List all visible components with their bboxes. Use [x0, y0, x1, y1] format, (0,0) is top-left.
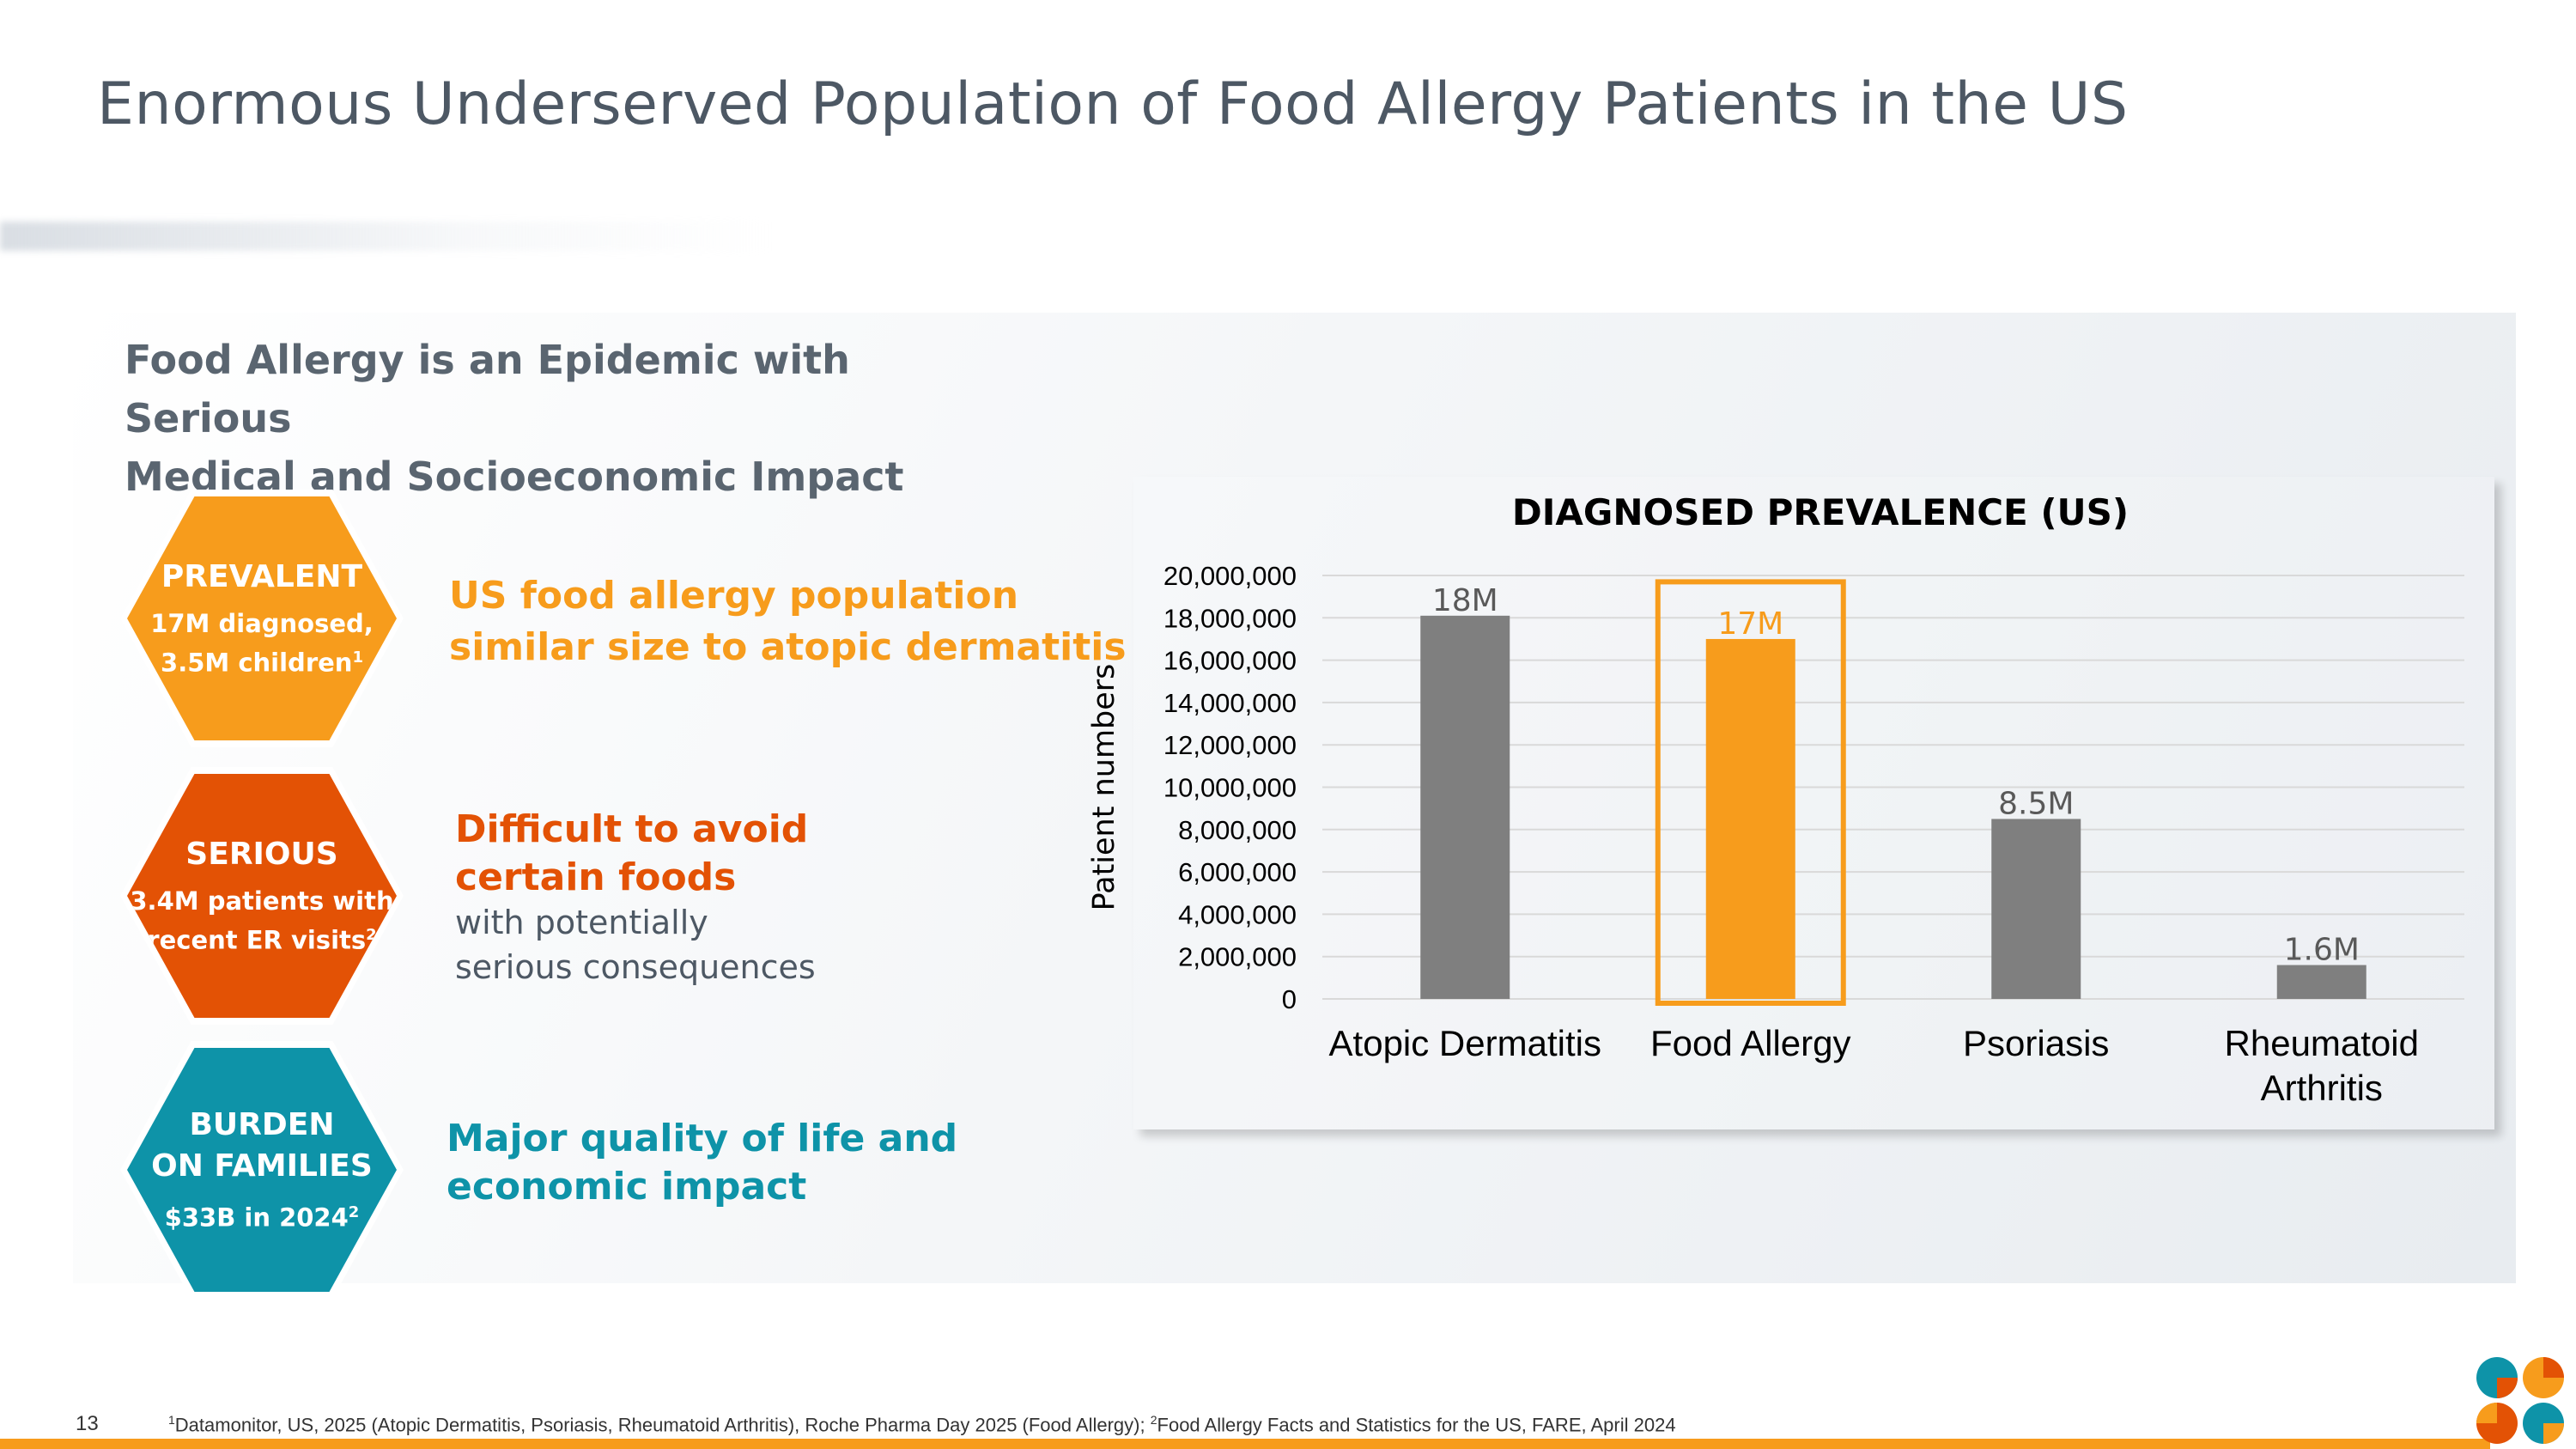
footnote-ref-2b: 2	[348, 1203, 360, 1222]
y-tick-label: 18,000,000	[1163, 603, 1297, 633]
burden-desc-line-1: Major quality of life and	[447, 1117, 958, 1160]
footnote-text-1: Datamonitor, US, 2025 (Atopic Dermatitis…	[174, 1414, 1151, 1436]
burden-title-line-1: BURDEN	[189, 1107, 335, 1143]
serious-stat-text: recent ER visits	[147, 925, 367, 955]
serious-stat-line-1: 3.4M patients with	[130, 886, 394, 916]
serious-desc-line-1: Difficult to avoid	[455, 807, 809, 851]
x-category-label: Psoriasis	[1963, 1023, 2109, 1063]
prevalent-stat-text: 3.5M children	[161, 648, 353, 678]
chart-container	[1133, 477, 2494, 1129]
logo-circle-bottom-right-accent	[2543, 1423, 2564, 1444]
company-logo	[2476, 1357, 2564, 1444]
serious-description: Difficult to avoid certain foods	[455, 806, 808, 902]
data-label: 18M	[1432, 583, 1498, 618]
prevalence-bar-chart: 0 2,000,000 4,000,000 6,000,000 8,000,000 10,…	[1087, 561, 2464, 1108]
burden-stat: $33B in 20242	[165, 1196, 360, 1235]
burden-hexagon-fill: BURDEN ON FAMILIES $33B in 20242	[127, 1048, 397, 1292]
serious-stat: 3.4M patients with recent ER visits2	[130, 884, 393, 958]
bar-rheumatoid-arthritis	[2276, 965, 2366, 999]
y-tick-label: 20,000,000	[1163, 561, 1297, 591]
serious-title: SERIOUS	[185, 837, 338, 873]
content-panel	[73, 313, 2516, 1283]
data-label: 1.6M	[2284, 933, 2360, 968]
highlight-box	[1655, 579, 1846, 1007]
burden-hexagon: BURDEN ON FAMILIES $33B in 20242	[120, 1041, 404, 1299]
y-tick-label: 0	[1282, 984, 1297, 1014]
data-label: 8.5M	[1998, 786, 2074, 821]
serious-stat-line-2: recent ER visits2	[130, 918, 393, 958]
burden-stat-text: $33B in 2024	[164, 1202, 349, 1233]
y-tick-label: 10,000,000	[1163, 773, 1297, 803]
y-tick-label: 2,000,000	[1178, 942, 1297, 972]
y-tick-label: 4,000,000	[1178, 899, 1297, 929]
prevalent-hexagon: PREVALENT 17M diagnosed, 3.5M children1	[120, 490, 404, 747]
y-axis-label: Patient numbers	[1087, 664, 1121, 911]
bottom-accent-bar	[0, 1439, 2490, 1449]
prevalent-hexagon-fill: PREVALENT 17M diagnosed, 3.5M children1	[127, 496, 397, 740]
serious-detail-line-1: with potentially	[455, 904, 708, 941]
logo-circle-bottom-left-accent	[2476, 1403, 2497, 1423]
data-label: 17M	[1717, 606, 1783, 642]
logo-circle-top-left-accent	[2497, 1378, 2518, 1398]
burden-title-line-2: ON FAMILIES	[151, 1148, 373, 1184]
bar-psoriasis	[1991, 819, 2081, 999]
footnote: 1Datamonitor, US, 2025 (Atopic Dermatiti…	[168, 1413, 1676, 1436]
footnote-ref-1: 1	[352, 648, 363, 667]
x-category-label: Rheumatoid	[2225, 1023, 2419, 1063]
footnote-text-2: Food Allergy Facts and Statistics for th…	[1157, 1414, 1676, 1436]
prevalent-desc-line-1: US food allergy population	[449, 574, 1019, 618]
logo-circle-top-right-accent	[2543, 1357, 2564, 1378]
subtitle-line-1: Food Allergy is an Epidemic with Serious	[125, 337, 850, 441]
serious-hexagon-fill: SERIOUS 3.4M patients with recent ER vis…	[127, 774, 397, 1018]
page-number: 13	[76, 1412, 99, 1435]
footnote-sup-2: 2	[1150, 1413, 1157, 1427]
serious-desc-line-2: certain foods	[455, 855, 737, 899]
y-tick-label: 8,000,000	[1178, 815, 1297, 845]
prevalent-desc-line-2: similar size to atopic dermatitis	[449, 625, 1127, 669]
bar-food-allergy	[1705, 638, 1795, 999]
chart-title: DIAGNOSED PREVALENCE (US)	[1511, 491, 2129, 533]
title-underline-shadow	[0, 222, 773, 251]
serious-description-detail: with potentially serious consequences	[455, 900, 816, 989]
x-category-label: Arthritis	[2261, 1068, 2383, 1108]
x-category-label: Food Allergy	[1650, 1023, 1850, 1063]
section-subtitle: Food Allergy is an Epidemic with Serious…	[125, 331, 983, 506]
prevalent-stat: 17M diagnosed, 3.5M children1	[150, 606, 374, 680]
footnote-sup-1: 1	[168, 1413, 175, 1427]
y-tick-label: 12,000,000	[1163, 730, 1297, 760]
prevalent-stat-line-1: 17M diagnosed,	[150, 609, 374, 639]
prevalent-title: PREVALENT	[161, 559, 363, 595]
burden-desc-line-2: economic impact	[447, 1165, 807, 1209]
serious-detail-line-2: serious consequences	[455, 948, 816, 986]
bar-atopic-dermatitis	[1420, 615, 1510, 999]
y-tick-label: 16,000,000	[1163, 646, 1297, 676]
burden-description: Major quality of life and economic impac…	[447, 1115, 957, 1211]
serious-hexagon: SERIOUS 3.4M patients with recent ER vis…	[120, 767, 404, 1025]
x-category-label: Atopic Dermatitis	[1329, 1023, 1601, 1063]
page-title: Enormous Underserved Population of Food …	[97, 70, 2129, 138]
footnote-ref-2: 2	[366, 926, 377, 945]
y-tick-label: 6,000,000	[1178, 857, 1297, 887]
prevalent-stat-line-2: 3.5M children1	[150, 641, 374, 680]
prevalent-description: US food allergy population similar size …	[449, 570, 1127, 673]
burden-title: BURDEN ON FAMILIES	[151, 1105, 373, 1187]
y-tick-label: 14,000,000	[1163, 688, 1297, 718]
